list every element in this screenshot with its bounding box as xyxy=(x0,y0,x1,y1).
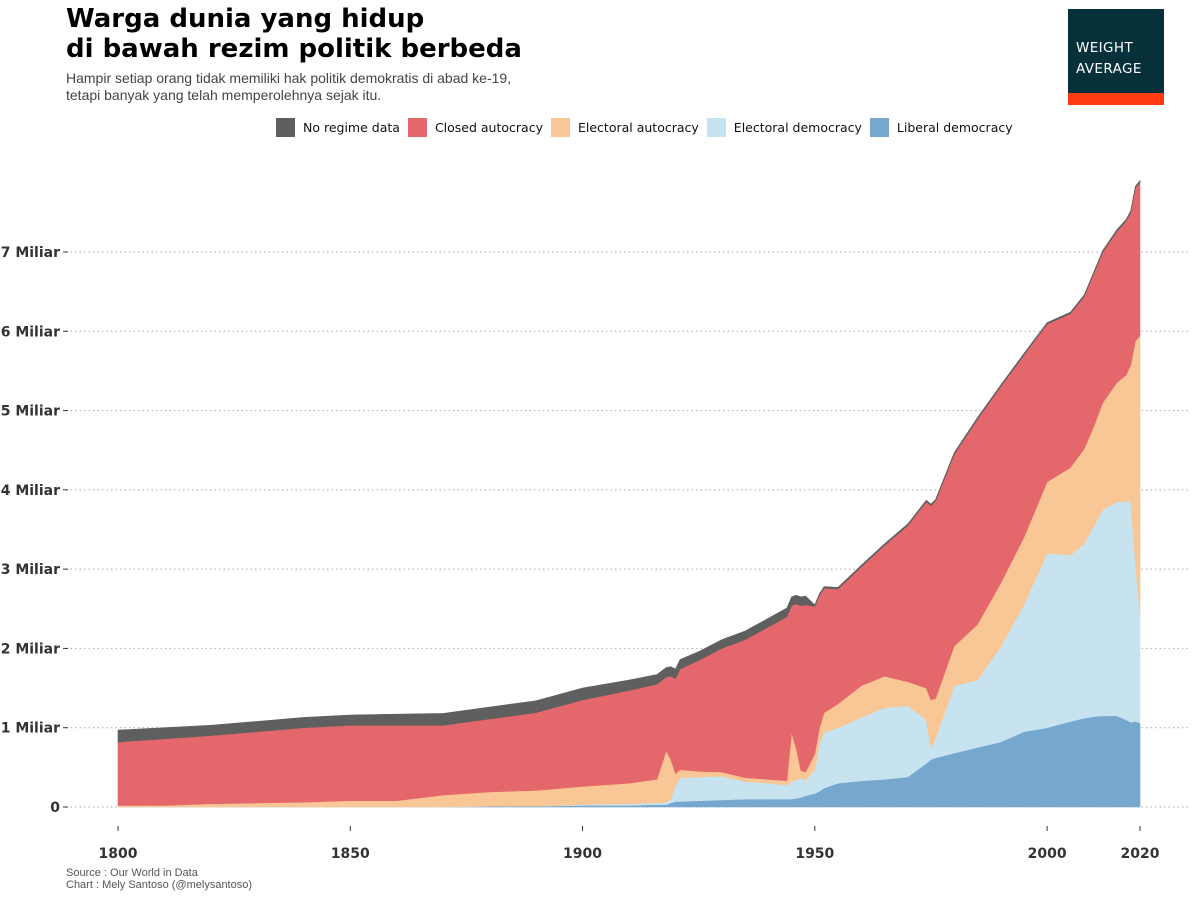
credit-note: Chart : Mely Santoso (@melysantoso) xyxy=(66,879,253,891)
legend-swatch-electoral-autocracy xyxy=(550,117,570,137)
legend-label-no-regime-data: No regime data xyxy=(303,119,400,135)
legend-label-electoral-democracy: Electoral democracy xyxy=(733,119,862,135)
y-tick-label-0: 0 xyxy=(50,800,60,816)
x-tick-label-2020: 2020 xyxy=(1121,846,1160,862)
chart-title-line-2: di bawah rezim politik berbeda xyxy=(66,34,522,64)
x-tick-label-1950: 1950 xyxy=(795,846,834,862)
logo-text: WEIGHT AVERAGE xyxy=(1076,38,1142,80)
chart-subtitle-line-1: Hampir setiap orang tidak memiliki hak p… xyxy=(66,70,512,86)
weight-average-logo: WEIGHT AVERAGE xyxy=(1068,9,1164,105)
x-tick-label-2000: 2000 xyxy=(1028,846,1067,862)
legend-item-closed-autocracy: Closed autocracy xyxy=(407,117,543,137)
source-note: Source : Our World in Data xyxy=(66,867,198,879)
y-tick-label-7: 7 Miliar xyxy=(1,245,60,261)
axis-ticks: 0 1 Miliar 2 Miliar 3 Miliar 4 Miliar 5 Milia… xyxy=(1,245,1160,862)
legend-item-no-regime-data: No regime data xyxy=(276,117,400,137)
logo-accent-bar xyxy=(1068,93,1164,105)
logo-text-line-1: WEIGHT xyxy=(1076,40,1134,56)
x-tick-label-1800: 1800 xyxy=(99,846,138,862)
y-tick-label-1: 1 Miliar xyxy=(1,721,60,737)
y-tick-label-3: 3 Miliar xyxy=(1,562,60,578)
y-tick-label-2: 2 Miliar xyxy=(1,641,60,657)
legend-label-closed-autocracy: Closed autocracy xyxy=(434,119,543,135)
legend-swatch-no-regime-data xyxy=(276,117,295,137)
legend-swatch-electoral-democracy xyxy=(706,117,726,137)
chart-caption: Source : Our World in Data Chart : Mely … xyxy=(66,867,252,891)
y-tick-label-5: 5 Miliar xyxy=(1,404,60,420)
chart-title: Warga dunia yang hidup di bawah rezim po… xyxy=(66,4,522,64)
chart-subtitle: Hampir setiap orang tidak memiliki hak p… xyxy=(66,70,511,104)
chart-title-line-1: Warga dunia yang hidup xyxy=(66,4,425,34)
legend-label-liberal-democracy: Liberal democracy xyxy=(896,119,1013,135)
legend-item-electoral-autocracy: Electoral autocracy xyxy=(550,117,699,137)
y-tick-label-6: 6 Miliar xyxy=(1,324,60,340)
chart-legend: No regime data Closed autocracy Electoral … xyxy=(276,117,1021,137)
legend-label-electoral-autocracy: Electoral autocracy xyxy=(577,119,699,135)
legend-swatch-liberal-democracy xyxy=(869,117,889,137)
area-series xyxy=(117,179,1141,808)
x-tick-label-1900: 1900 xyxy=(563,846,602,862)
legend-item-electoral-democracy: Electoral democracy xyxy=(706,117,862,137)
legend-item-liberal-democracy: Liberal democracy xyxy=(869,117,1013,137)
legend-swatch-closed-autocracy xyxy=(407,117,427,137)
x-tick-label-1850: 1850 xyxy=(331,846,370,862)
logo-text-line-2: AVERAGE xyxy=(1076,61,1142,77)
chart-subtitle-line-2: tetapi banyak yang telah memperolehnya s… xyxy=(66,87,382,103)
y-tick-label-4: 4 Miliar xyxy=(1,483,60,499)
area-no-regime-data xyxy=(117,179,1141,743)
